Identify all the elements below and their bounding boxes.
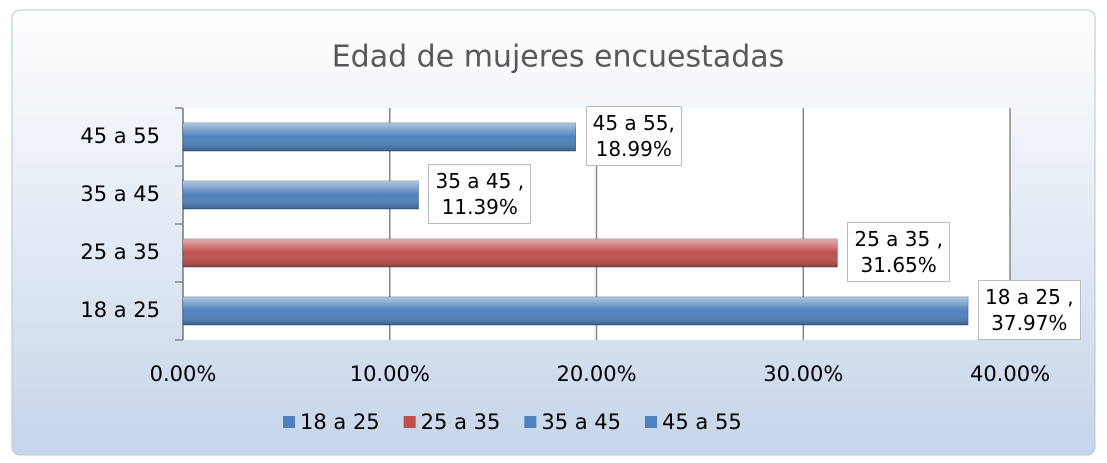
data-label: 25 a 35 , 31.65%	[847, 222, 950, 282]
y-tick-label: 25 a 35	[80, 240, 160, 264]
legend-label: 18 a 25	[300, 410, 380, 434]
bar-sheen	[183, 239, 838, 267]
y-tick-label: 35 a 45	[80, 182, 160, 206]
data-label: 18 a 25 , 37.97%	[978, 280, 1081, 340]
y-tick-label: 45 a 55	[80, 124, 160, 148]
chart-title: Edad de mujeres encuestadas	[332, 40, 785, 75]
x-tick-label: 10.00%	[350, 362, 430, 386]
legend-marker	[645, 416, 658, 428]
legend-marker	[283, 416, 295, 428]
legend-label: 45 a 55	[662, 410, 742, 434]
x-tick-label: 40.00%	[970, 362, 1050, 386]
legend-marker	[524, 416, 537, 428]
bar-sheen	[183, 181, 419, 209]
data-label: 45 a 55, 18.99%	[585, 106, 682, 166]
bar-sheen	[183, 297, 969, 325]
x-tick-label: 30.00%	[763, 362, 843, 386]
y-tick-label: 18 a 25	[80, 298, 160, 322]
x-tick-label: 0.00%	[150, 362, 217, 386]
legend-label: 25 a 35	[421, 410, 501, 434]
x-tick-label: 20.00%	[556, 362, 636, 386]
legend-marker	[403, 416, 416, 428]
legend-label: 35 a 45	[541, 410, 621, 434]
bar-sheen	[183, 123, 576, 151]
data-label: 35 a 45 , 11.39%	[428, 164, 532, 224]
